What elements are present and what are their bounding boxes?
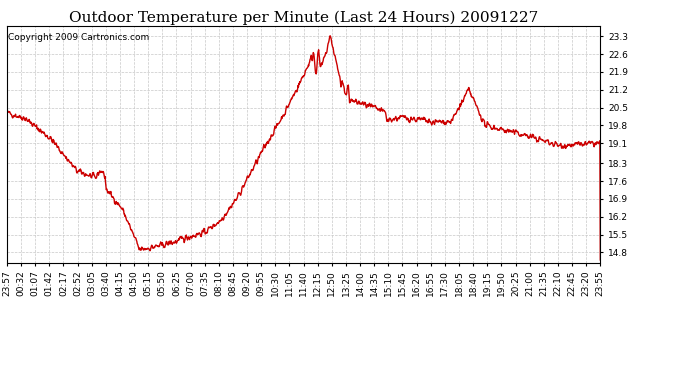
Text: Copyright 2009 Cartronics.com: Copyright 2009 Cartronics.com [8,33,149,42]
Title: Outdoor Temperature per Minute (Last 24 Hours) 20091227: Outdoor Temperature per Minute (Last 24 … [69,11,538,25]
